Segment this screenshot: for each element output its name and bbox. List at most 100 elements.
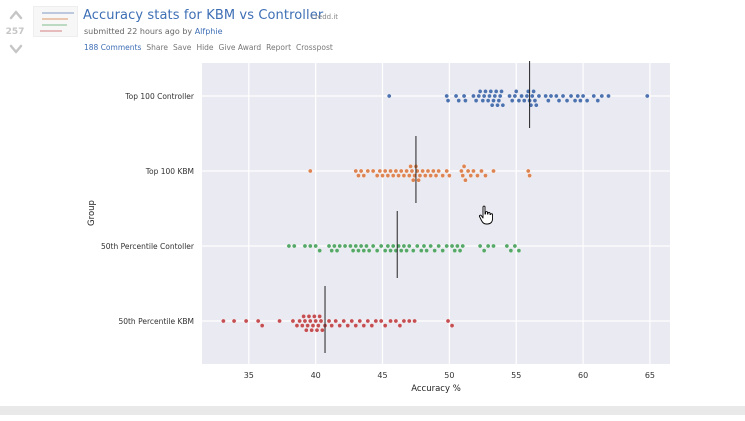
share-button[interactable]: Share	[146, 43, 169, 52]
swarm-point	[378, 318, 384, 324]
hand-cursor-icon	[478, 205, 493, 225]
swarm-point	[531, 89, 536, 94]
swarm-point	[406, 318, 412, 324]
swarm-point	[310, 323, 316, 328]
swarm-point	[370, 168, 376, 174]
swarm-point	[449, 323, 455, 328]
give-award-button[interactable]: Give Award	[218, 43, 262, 52]
swarm-point	[361, 173, 367, 178]
swarm-point	[554, 93, 559, 99]
swarm-point	[493, 89, 499, 94]
swarm-point	[358, 168, 364, 174]
swarm-point	[370, 243, 376, 249]
swarm-point	[299, 323, 305, 328]
swarm-point	[444, 168, 450, 174]
swarm-point	[414, 243, 420, 249]
swarm-point	[306, 314, 312, 319]
post-title[interactable]: Accuracy stats for KBM vs Controller	[83, 8, 324, 23]
post-thumbnail[interactable]	[33, 6, 78, 37]
swarm-point	[485, 243, 491, 249]
swarm-point	[483, 173, 488, 178]
swarm-point	[495, 102, 500, 108]
swarm-point	[388, 318, 393, 324]
swarm-point	[342, 243, 348, 249]
swarm-point	[584, 98, 590, 103]
swarm-point	[436, 168, 441, 174]
swarm-point	[457, 248, 463, 253]
downvote-icon[interactable]	[9, 42, 23, 56]
swarm-point	[560, 93, 566, 99]
swarm-point	[477, 89, 483, 94]
swarm-point	[329, 323, 334, 328]
swarm-point	[496, 98, 502, 103]
swarm-point	[380, 173, 385, 178]
swarm-point	[473, 98, 479, 103]
swarm-point	[349, 318, 355, 324]
save-button[interactable]: Save	[173, 43, 192, 52]
comments-link[interactable]: 188 Comments	[84, 43, 142, 52]
swarm-point	[513, 89, 519, 94]
swarm-point	[334, 248, 340, 253]
hide-button[interactable]: Hide	[196, 43, 214, 52]
swarm-point	[301, 314, 306, 319]
swarm-point	[332, 243, 337, 249]
swarm-point	[318, 318, 324, 324]
upvote-icon[interactable]	[9, 8, 23, 22]
swarm-point	[575, 93, 581, 99]
swarm-point	[421, 243, 427, 249]
x-tick-label: 40	[311, 371, 321, 380]
swarm-point	[313, 243, 318, 249]
swarm-point	[302, 243, 308, 249]
swarm-point	[463, 98, 468, 103]
swarm-point	[308, 243, 313, 249]
swarm-point	[353, 168, 359, 174]
swarm-point	[243, 318, 249, 324]
swarm-point	[297, 318, 302, 324]
swarm-point	[294, 323, 300, 328]
swarm-point	[508, 248, 514, 253]
swarm-point	[476, 93, 482, 99]
swarm-point	[504, 243, 510, 249]
swarm-point	[404, 168, 409, 174]
swarm-point	[572, 98, 578, 103]
swarm-point	[401, 318, 407, 324]
swarm-point	[357, 318, 363, 324]
swarm-point	[385, 173, 391, 178]
swarm-point	[491, 98, 496, 103]
author-link[interactable]: Alfphie	[194, 27, 223, 36]
swarm-point	[320, 327, 325, 333]
submitted-text: submitted 22 hours ago by	[84, 27, 193, 36]
swarm-point	[290, 318, 296, 324]
swarm-point	[578, 98, 583, 103]
swarm-point	[431, 168, 436, 174]
swarm-point	[519, 93, 524, 99]
post-domain[interactable]: i.redd.it	[311, 13, 339, 21]
swarm-point	[286, 243, 292, 249]
swarm-point	[374, 173, 380, 178]
swarm-point	[424, 248, 429, 253]
swarm-point	[398, 168, 404, 174]
swarm-point	[337, 323, 343, 328]
swarm-point	[463, 177, 468, 183]
swarm-point	[449, 243, 455, 249]
swarm-point	[445, 98, 451, 103]
swarm-point	[378, 243, 384, 249]
swarm-point	[313, 318, 318, 324]
swarm-point	[521, 98, 527, 103]
swarm-point	[444, 243, 450, 249]
swarm-point	[385, 243, 391, 249]
swarm-point	[374, 248, 380, 253]
swarm-point	[512, 243, 518, 249]
swarm-point	[366, 248, 372, 253]
report-button[interactable]: Report	[266, 43, 292, 52]
swarm-point	[452, 248, 458, 253]
swarm-point	[428, 243, 433, 249]
swarm-plot-chart[interactable]: 35 40 45 50 55 60 65 Top 100 Controller Top 100…	[80, 58, 680, 398]
swarm-point	[393, 318, 399, 324]
swarm-point	[255, 318, 261, 324]
swarm-point	[412, 318, 417, 324]
vote-column: 257	[0, 0, 30, 60]
swarm-point	[524, 93, 530, 99]
crosspost-button[interactable]: Crosspost	[296, 43, 333, 52]
swarm-point	[606, 93, 611, 99]
